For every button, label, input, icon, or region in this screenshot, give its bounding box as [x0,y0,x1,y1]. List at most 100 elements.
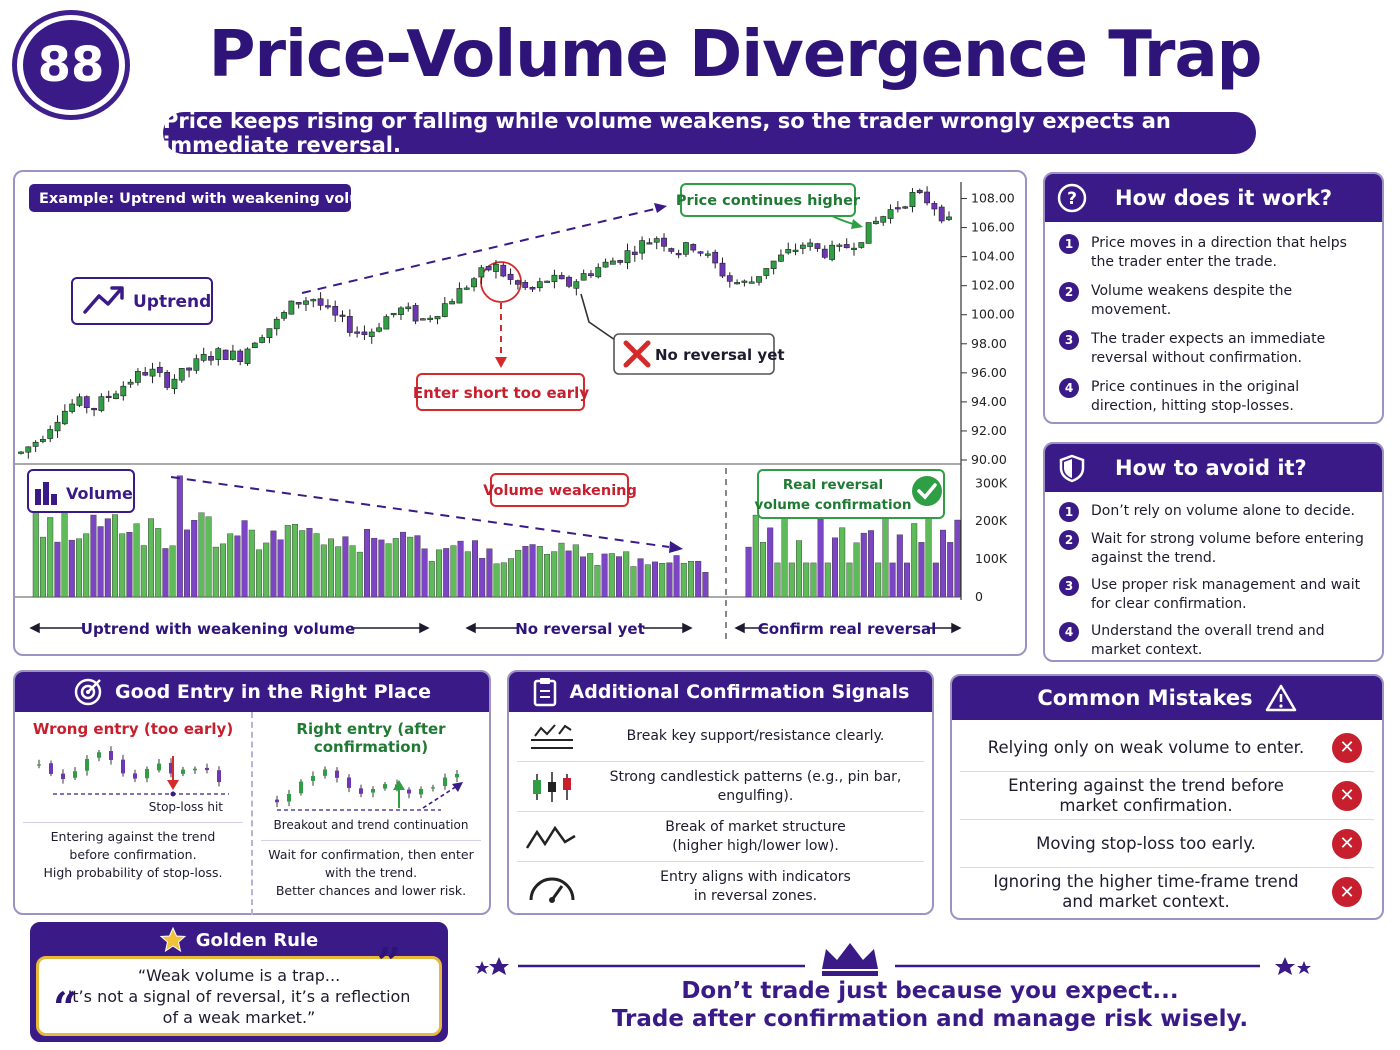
mistake-row: Moving stop-loss too early. ✕ [960,820,1374,868]
volume-bar [940,529,947,598]
check-icon [912,476,942,506]
avoid-item: 1 Don’t rely on volume alone to decide. [1059,502,1368,522]
volume-bar [572,544,579,598]
candle-body [18,451,24,454]
footer-line-2: Trade after confirmation and manage risk… [611,1006,1249,1032]
volume-tick-label: 100K [975,551,1008,566]
candle-body [178,368,185,381]
uptrend-label: Uptrend [133,292,211,312]
candle-body [434,316,441,320]
volume-bar [464,551,471,598]
good-entry-title: Good Entry in the Right Place [114,681,431,703]
volume-bar [83,533,90,598]
mini-candle-body [407,789,411,794]
candle-body [865,222,872,244]
chart-panel: Example: Uptrend with weakening volume U… [13,170,1027,656]
volume-bar [644,564,651,598]
avoid-item: 2 Wait for strong volume before entering … [1059,530,1368,568]
mini-candle-body [311,776,315,781]
volume-bar [529,544,536,598]
volume-bar [342,536,349,598]
candle-body [105,395,112,398]
candle-body [683,242,689,255]
volume-bar [781,512,788,598]
golden-rule-header: Golden Rule [32,924,446,956]
uptrend-box [71,277,213,325]
candle-body [697,251,704,254]
warning-icon [1265,684,1296,712]
candle-body [98,396,105,411]
mistakes-title: Common Mistakes [1037,686,1253,710]
volume-bar [263,542,270,598]
mini-candle-body [443,777,447,786]
candle-body [412,305,419,322]
volume-bar [659,563,666,598]
volume-bar [824,562,831,598]
candle-body [259,337,266,343]
volume-bar [846,562,853,598]
volume-bar [932,562,939,598]
golden-rule-title: Golden Rule [195,929,319,951]
mini-candle-body [217,770,221,783]
volume-bar [875,562,882,598]
volume-bar [47,517,54,598]
volume-bar [212,546,219,598]
section-label-2: No reversal yet [515,620,645,638]
how-item: 4 Price continues in the original directi… [1059,378,1368,416]
candle-body [164,372,171,388]
volume-bar [392,538,399,598]
volume-bar [248,529,255,598]
footer-ornament [475,943,1311,976]
volume-bar [133,523,140,598]
volume-bar [493,563,500,598]
check-mark [917,483,937,500]
candle-body [821,248,828,258]
volume-bar [565,550,572,598]
candle-body [639,240,646,254]
candle-body [390,312,397,316]
continuation-arrow-head [452,782,463,792]
volume-bar [896,534,903,598]
episode-number: 88 [23,20,119,110]
signals-header: Additional Confirmation Signals [509,672,932,712]
signal-row: Break of market structure (higher high/lo… [517,812,924,862]
volume-bar [457,540,464,598]
candle-body [441,303,448,317]
avoid-panel: How to avoid it? 1 Don’t rely on volume a… [1043,442,1384,662]
volume-bar [594,565,601,598]
volume-bar [299,530,306,598]
candle-body [354,331,361,334]
candle-body [230,350,236,360]
price-tick-label: 106.00 [971,220,1015,235]
volume-label: Volume [66,484,133,503]
price-tick-label: 94.00 [971,394,1007,409]
volume-bar [356,551,363,598]
volume-bar [234,535,241,598]
close-quote-icon: ” [376,939,401,988]
checklist-icon [533,678,556,707]
volume-bar [623,551,630,598]
candle-body [522,282,529,288]
candle-body [368,331,375,337]
mistakes-header: Common Mistakes [952,676,1382,720]
volume-bar [551,551,558,598]
mini-candle-body [335,770,339,778]
star-icon [475,957,1311,975]
wrong-entry-column: Wrong entry (too early) Stop-loss hit En… [15,712,251,915]
shield-icon [1057,453,1087,483]
candle-body [471,278,477,288]
candle-body [873,220,879,225]
avoid-title: How to avoid it? [1115,456,1307,480]
candle-body [456,288,463,304]
candle-body [361,331,368,336]
right-entry-description: Wait for confirmation, then enter with t… [261,840,481,900]
volume-bar [472,540,479,598]
candle-body [588,273,594,277]
volume-bar [673,555,680,598]
candle-body [719,262,726,277]
real-reversal-box [757,469,945,519]
volume-bar [241,520,248,598]
mini-candle-body [299,781,303,794]
volume-bar [889,562,896,598]
wrong-entry-description: Entering against the trend before confir… [23,822,243,882]
